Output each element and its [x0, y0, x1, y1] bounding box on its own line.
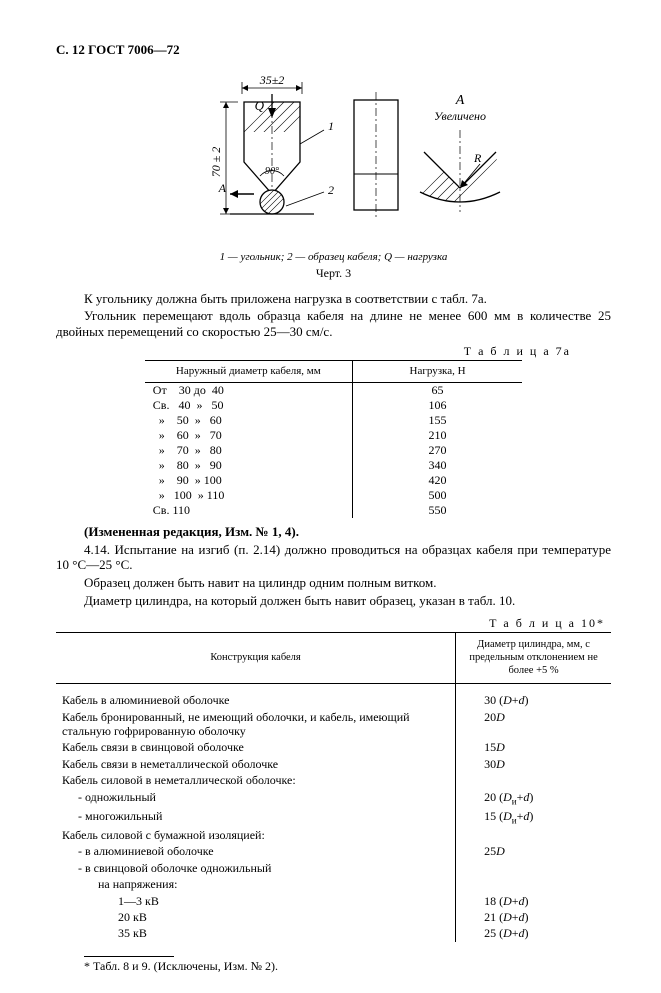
- table7a-diameter: Св. 40 » 50: [145, 398, 353, 413]
- svg-text:35±2: 35±2: [258, 73, 284, 87]
- table10-val: 30D: [456, 756, 611, 772]
- table10-desc: - в алюминиевой оболочке: [56, 843, 456, 859]
- table10-val: 25D: [456, 843, 611, 859]
- svg-text:Увеличено: Увеличено: [434, 109, 486, 123]
- table7a-col2: Нагрузка, Н: [352, 360, 522, 382]
- table7a-load: 550: [352, 503, 522, 518]
- table-10: Конструкция кабеля Диаметр цилиндра, мм,…: [56, 632, 611, 941]
- figure-number: Черт. 3: [56, 266, 611, 280]
- table7a-label: Т а б л и ц а 7а: [56, 344, 571, 358]
- svg-text:1: 1: [328, 119, 334, 133]
- table7a-diameter: » 60 » 70: [145, 428, 353, 443]
- table7a-load: 340: [352, 458, 522, 473]
- table10-desc: - одножильный: [56, 789, 456, 808]
- svg-text:90°: 90°: [265, 166, 279, 177]
- table10-desc: 1—3 кВ: [56, 893, 456, 909]
- para-3: (Измененная редакция, Изм. № 1, 4).: [56, 524, 611, 540]
- svg-text:2: 2: [328, 183, 334, 197]
- table10-desc: 35 кВ: [56, 925, 456, 941]
- table10-desc: - в свинцовой оболочке одножильный: [56, 860, 456, 876]
- para-6: Диаметр цилиндра, на который должен быть…: [56, 593, 611, 609]
- table10-val: 21 (D+d): [456, 909, 611, 925]
- table10-desc: Кабель связи в свинцовой оболочке: [56, 739, 456, 755]
- table10-desc: на напряжения:: [56, 876, 456, 892]
- table-7a: Наружный диаметр кабеля, мм Нагрузка, Н …: [145, 360, 522, 518]
- para-2: Угольник перемещают вдоль образца кабеля…: [56, 308, 611, 339]
- page-header: С. 12 ГОСТ 7006—72: [56, 42, 611, 58]
- table10-val: 20D: [456, 709, 611, 740]
- table7a-col1: Наружный диаметр кабеля, мм: [145, 360, 353, 382]
- para-4: 4.14. Испытание на изгиб (п. 2.14) должн…: [56, 542, 611, 573]
- table10-desc: - многожильный: [56, 808, 456, 827]
- table7a-load: 65: [352, 383, 522, 399]
- table7a-diameter: От 30 до 40: [145, 383, 353, 399]
- table10-val: [456, 860, 611, 876]
- table7a-diameter: » 90 » 100: [145, 473, 353, 488]
- svg-text:A: A: [454, 93, 464, 108]
- table10-desc: Кабель силовой с бумажной изоляцией:: [56, 827, 456, 843]
- table10-val: 30 (D+d): [456, 692, 611, 708]
- table10-val: 18 (D+d): [456, 893, 611, 909]
- table10-desc: 20 кВ: [56, 909, 456, 925]
- table10-desc: Кабель в алюминиевой оболочке: [56, 692, 456, 708]
- table7a-diameter: Св. 110: [145, 503, 353, 518]
- table10-desc: Кабель связи в неметаллической оболочке: [56, 756, 456, 772]
- table10-val: [456, 876, 611, 892]
- table7a-diameter: » 80 » 90: [145, 458, 353, 473]
- svg-text:Q: Q: [254, 98, 264, 113]
- table7a-diameter: » 100 » 110: [145, 488, 353, 503]
- footnote: * Табл. 8 и 9. (Исключены, Изм. № 2).: [56, 959, 611, 973]
- table10-val: [456, 827, 611, 843]
- svg-text:R: R: [473, 151, 482, 165]
- table7a-diameter: » 50 » 60: [145, 413, 353, 428]
- para-1: К угольнику должна быть приложена нагруз…: [56, 291, 611, 307]
- table10-val: [456, 772, 611, 788]
- table10-val: 15D: [456, 739, 611, 755]
- table7a-load: 106: [352, 398, 522, 413]
- table7a-load: 270: [352, 443, 522, 458]
- para-5: Образец должен быть навит на цилиндр одн…: [56, 575, 611, 591]
- table7a-load: 420: [352, 473, 522, 488]
- figure-drawing: 35±2 Q 90°: [56, 72, 611, 246]
- table7a-load: 210: [352, 428, 522, 443]
- svg-text:70 ± 2: 70 ± 2: [209, 146, 223, 177]
- table10-val: 20 (Dи+d): [456, 789, 611, 808]
- svg-text:A: A: [217, 181, 226, 195]
- table7a-load: 155: [352, 413, 522, 428]
- table10-val: 15 (Dи+d): [456, 808, 611, 827]
- table10-col1: Конструкция кабеля: [56, 633, 456, 684]
- table10-desc: Кабель силовой в неметаллической оболочк…: [56, 772, 456, 788]
- table7a-load: 500: [352, 488, 522, 503]
- table7a-diameter: » 70 » 80: [145, 443, 353, 458]
- figure-legend: 1 — угольник; 2 — образец кабеля; Q — на…: [56, 251, 611, 264]
- table10-label: Т а б л и ц а 10*: [56, 616, 605, 630]
- table10-val: 25 (D+d): [456, 925, 611, 941]
- table10-col2: Диаметр цилиндра, мм, с предельным откло…: [456, 633, 611, 684]
- table10-desc: Кабель бронированный, не имеющий оболочк…: [56, 709, 456, 740]
- footnote-rule: [84, 956, 174, 957]
